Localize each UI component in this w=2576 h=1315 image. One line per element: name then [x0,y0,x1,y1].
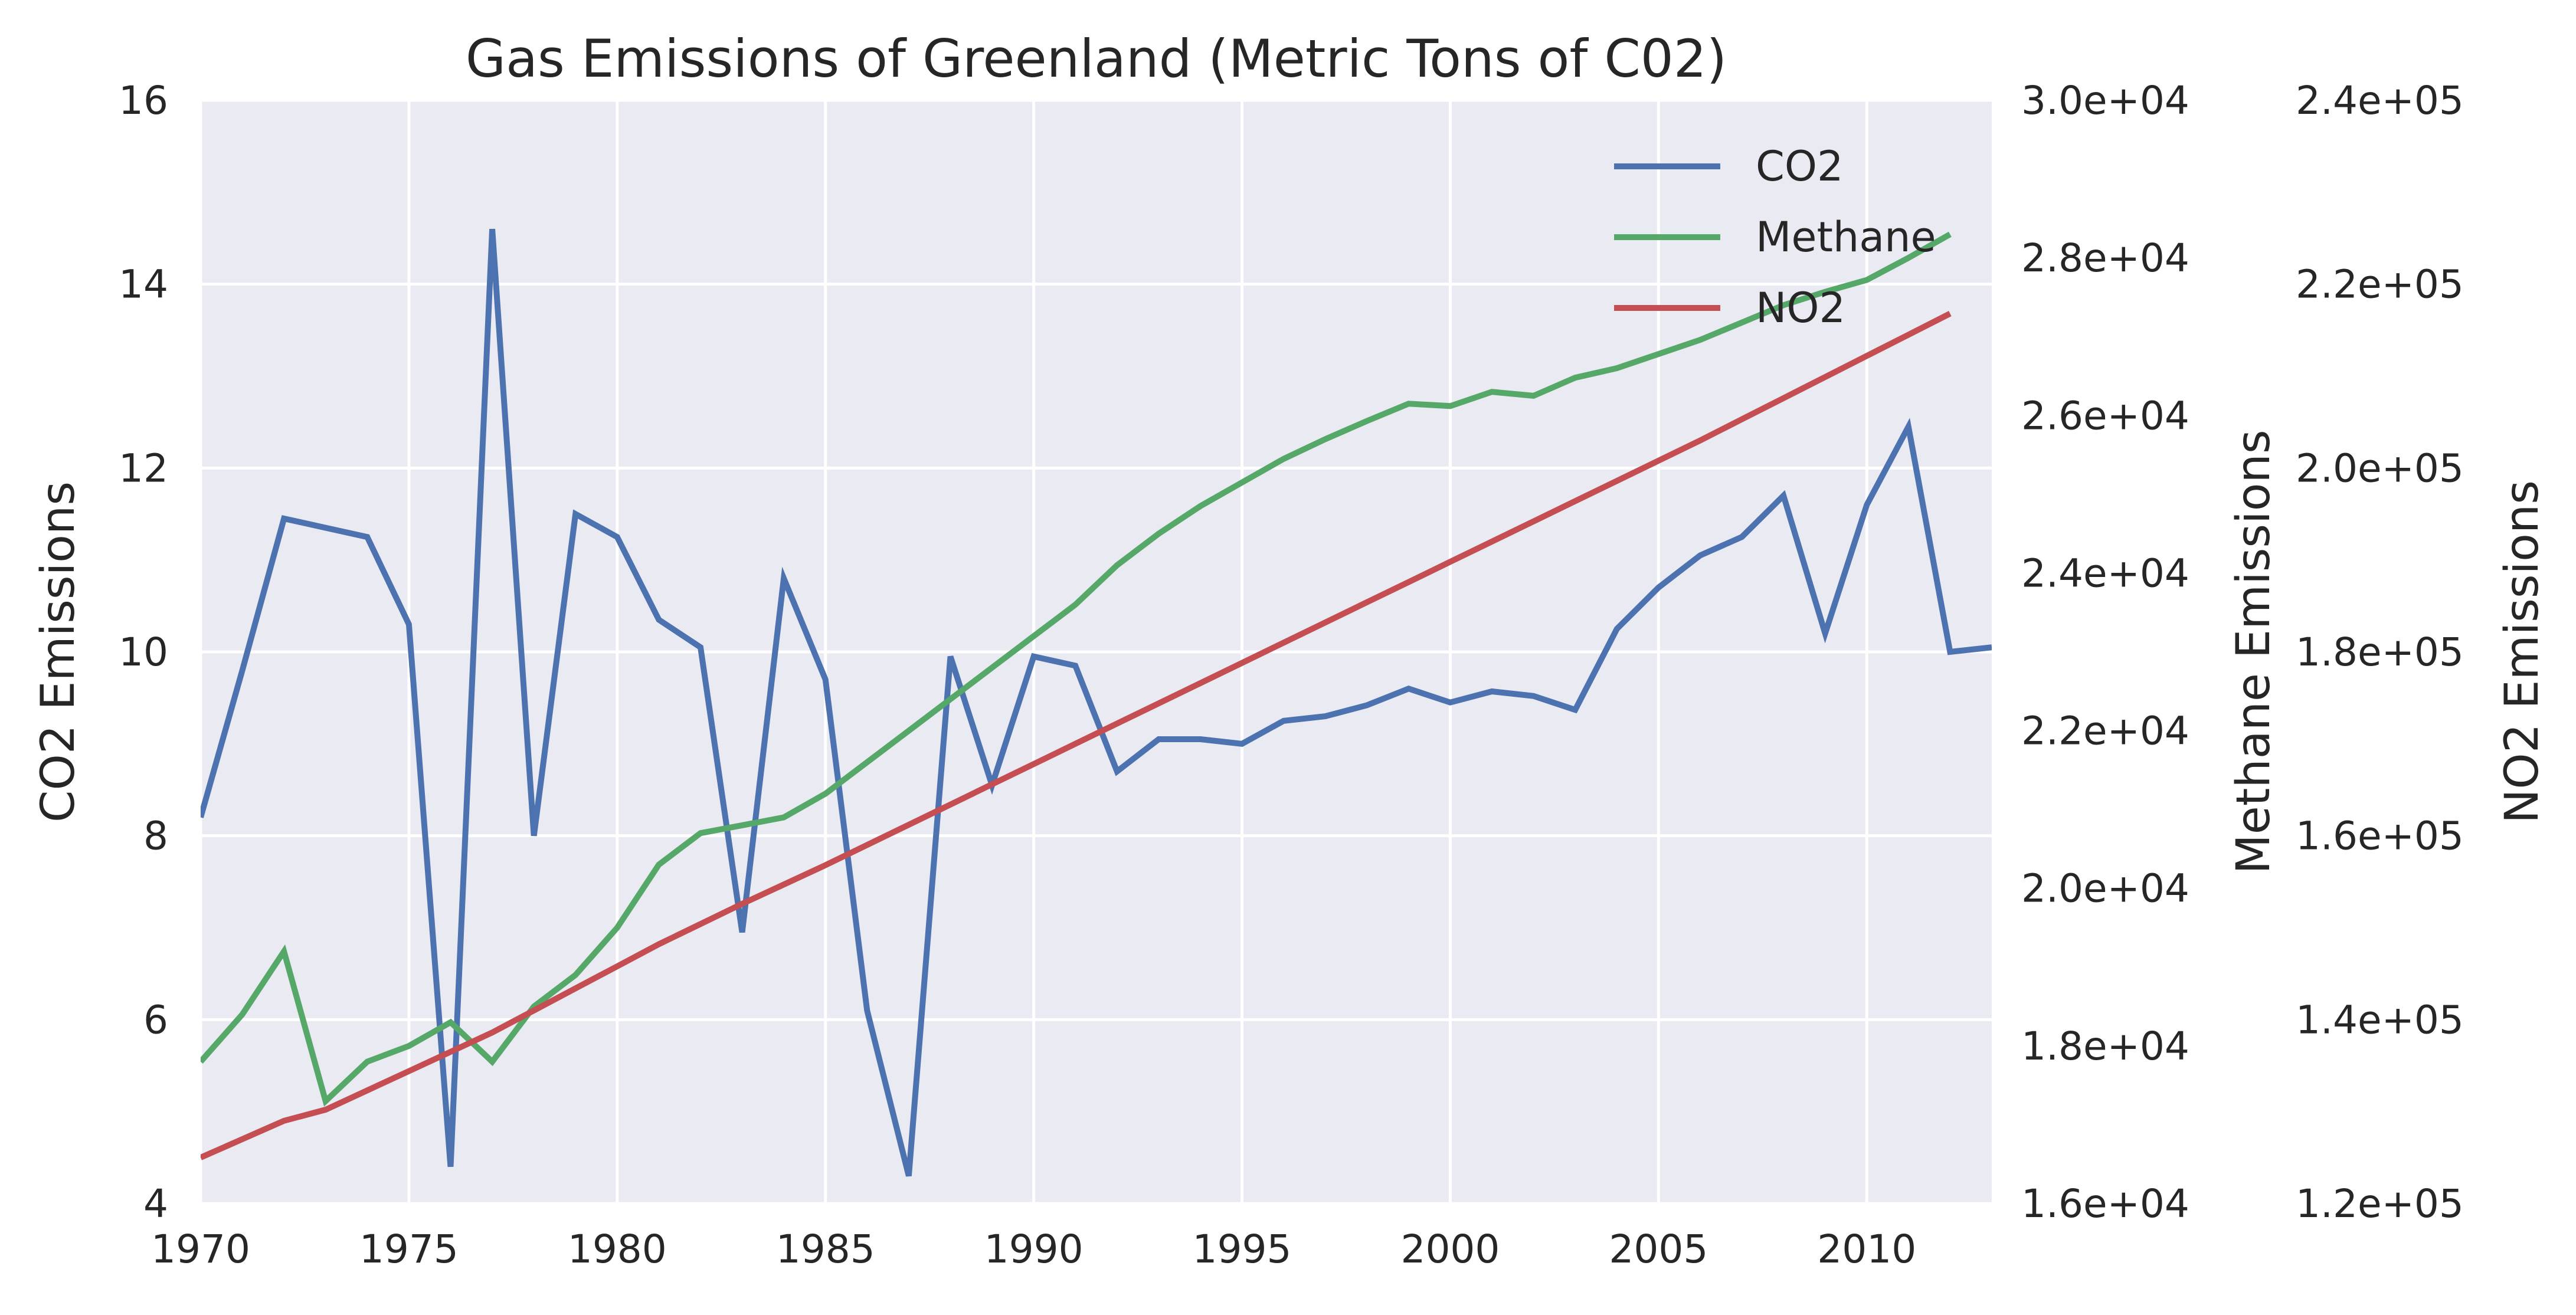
no2-tick-label: 1.4e+05 [2296,997,2464,1042]
no2-tick-label: 1.8e+05 [2296,629,2464,675]
chart-title: Gas Emissions of Greenland (Metric Tons … [466,28,1727,89]
co2-tick-label: 14 [119,262,168,307]
x-tick-label: 2000 [1400,1227,1500,1272]
no2-tick-label: 2.2e+05 [2296,262,2464,307]
co2-tick-label: 4 [143,1181,168,1227]
methane-tick-label: 2.0e+04 [2021,866,2189,911]
legend-label-no2: NO2 [1756,284,1845,332]
no2-axis-label: NO2 Emissions [2496,480,2549,824]
methane-tick-label: 1.8e+04 [2021,1024,2189,1069]
x-tick-label: 1980 [568,1227,667,1272]
x-tick-label: 2005 [1609,1227,1708,1272]
co2-tick-label: 6 [143,997,168,1042]
x-tick-label: 1995 [1193,1227,1292,1272]
x-tick-label: 1975 [359,1227,459,1272]
x-tick-label: 1990 [984,1227,1084,1272]
methane-tick-label: 2.4e+04 [2021,550,2189,596]
co2-tick-label: 10 [119,629,168,675]
co2-tick-label: 12 [119,445,168,491]
grid-lines [199,99,1992,1205]
methane-tick-label: 3.0e+04 [2021,78,2189,123]
x-tick-label: 1985 [776,1227,875,1272]
no2-tick-label: 1.6e+05 [2296,814,2464,859]
legend-label-methane: Methane [1756,213,1936,261]
no2-tick-label: 2.4e+05 [2296,78,2464,123]
methane-tick-label: 1.6e+04 [2021,1181,2189,1227]
series-line-co2 [201,228,1992,1177]
methane-axis-label: Methane Emissions [2227,430,2280,874]
x-tick-label: 1970 [151,1227,250,1272]
x-tick-label: 2010 [1817,1227,1916,1272]
series-line-no2 [201,311,1952,1160]
co2-tick-label: 16 [119,78,168,123]
series-line-methane [201,231,1952,1107]
series-lines [201,228,1992,1177]
methane-tick-label: 2.8e+04 [2021,235,2189,281]
co2-tick-label: 8 [143,814,168,859]
co2-axis-label: CO2 Emissions [32,481,85,822]
legend-label-co2: CO2 [1756,142,1844,191]
no2-tick-label: 1.2e+05 [2296,1181,2464,1227]
tick-labels: 1970 1975 1980 1985 1990 1995 2000 2005 2010 4 6 8 1… [119,78,2464,1272]
legend: CO2 Methane NO2 [1614,142,1936,332]
methane-tick-label: 2.6e+04 [2021,393,2189,438]
methane-tick-label: 2.2e+04 [2021,709,2189,754]
no2-tick-label: 2.0e+05 [2296,445,2464,491]
